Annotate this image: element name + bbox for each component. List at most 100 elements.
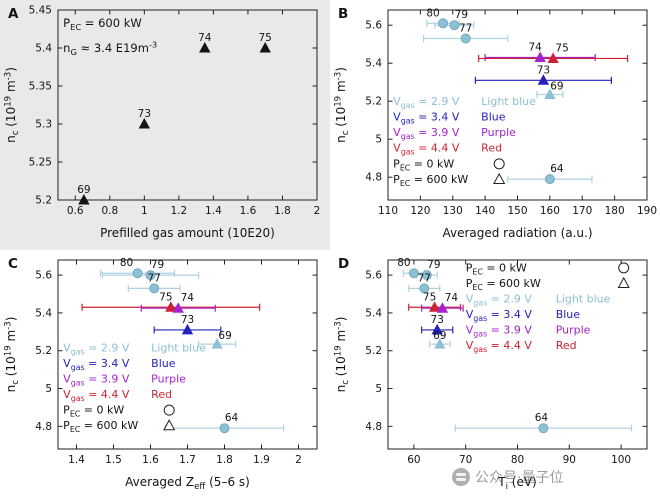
point-69: 69	[544, 81, 564, 100]
svg-text:5.2: 5.2	[35, 345, 52, 357]
svg-text:PEC = 600 kW: PEC = 600 kW	[63, 419, 138, 434]
svg-text:5.25: 5.25	[29, 157, 52, 169]
svg-text:PEC = 0 kW: PEC = 0 kW	[63, 404, 124, 419]
svg-text:74: 74	[181, 292, 195, 304]
svg-text:Purple: Purple	[556, 323, 591, 336]
svg-text:1.5: 1.5	[105, 454, 122, 466]
svg-text:69: 69	[218, 330, 231, 342]
panel-C: 1.4 1.5 1.6 1.7 1.8 1.9 2 4.8 5 5.2 5.4 5.6 80 79 77 75…	[0, 250, 330, 499]
svg-text:Light blue: Light blue	[556, 292, 611, 305]
svg-text:80: 80	[426, 7, 439, 19]
svg-text:69: 69	[77, 184, 90, 196]
legend-entry: Vgas = 2.9 V Light blue	[393, 95, 536, 110]
svg-text:Purple: Purple	[151, 373, 186, 386]
svg-text:nc (1019 m-3): nc (1019 m-3)	[333, 67, 351, 143]
svg-text:0.8: 0.8	[101, 205, 118, 217]
svg-text:2: 2	[295, 454, 302, 466]
point-73: 73	[431, 314, 444, 335]
svg-text:5.4: 5.4	[35, 307, 52, 319]
point-77: 77	[459, 23, 472, 44]
point-73: 73	[537, 64, 550, 85]
svg-text:130: 130	[443, 205, 463, 217]
point-79: 79	[421, 259, 441, 281]
point-73: 73	[181, 314, 194, 335]
svg-text:nG ≈ 3.4 E19m-3: nG ≈ 3.4 E19m-3	[63, 39, 157, 57]
svg-text:5.6: 5.6	[365, 20, 382, 32]
svg-text:74: 74	[198, 32, 212, 44]
svg-text:D: D	[338, 256, 349, 272]
svg-text:Prefilled gas amount (10E20): Prefilled gas amount (10E20)	[100, 226, 275, 240]
svg-text:170: 170	[572, 205, 592, 217]
svg-text:90: 90	[563, 454, 576, 466]
point-77: 77	[148, 272, 161, 294]
svg-text:5.6: 5.6	[365, 270, 382, 282]
svg-text:2: 2	[314, 205, 321, 217]
svg-text:5.2: 5.2	[365, 96, 382, 108]
svg-text:75: 75	[423, 291, 436, 303]
svg-text:110: 110	[378, 205, 398, 217]
point-74: 74	[528, 42, 546, 62]
svg-text:5: 5	[375, 134, 382, 146]
svg-text:Red: Red	[556, 339, 577, 352]
point-69: 69	[77, 184, 91, 205]
svg-text:80: 80	[397, 257, 410, 269]
svg-text:120: 120	[410, 205, 430, 217]
svg-text:1.7: 1.7	[179, 454, 196, 466]
legend-entry: PEC = 600 kW	[466, 276, 630, 292]
svg-text:75: 75	[555, 42, 568, 54]
svg-text:77: 77	[459, 23, 472, 35]
point-80: 80	[426, 7, 449, 29]
legend-entry: Vgas = 4.4 V Red	[63, 388, 172, 403]
svg-text:nc (1019 m-3): nc (1019 m-3)	[333, 317, 351, 393]
svg-text:B: B	[338, 6, 348, 22]
legend-entry: PEC = 0 kW	[63, 404, 175, 419]
svg-text:PEC = 0 kW: PEC = 0 kW	[466, 261, 527, 276]
svg-text:Vgas = 3.9 V: Vgas = 3.9 V	[63, 373, 130, 388]
legend-entry: PEC = 0 kW	[393, 157, 505, 172]
point-75: 75	[547, 42, 569, 63]
svg-text:nc (1019 m-3): nc (1019 m-3)	[3, 317, 21, 393]
point-74: 74	[198, 32, 212, 53]
svg-text:Vgas = 3.4 V: Vgas = 3.4 V	[63, 357, 130, 372]
point-69: 69	[211, 330, 232, 349]
legend-entry: Vgas = 3.9 V Purple	[393, 126, 516, 141]
svg-text:PEC = 600 kW: PEC = 600 kW	[63, 16, 142, 32]
legend-entry: Vgas = 3.9 V Purple	[466, 323, 591, 338]
svg-text:Vgas = 2.9 V: Vgas = 2.9 V	[393, 95, 460, 110]
svg-text:69: 69	[433, 330, 446, 342]
legend-entry: PEC = 600 kW	[63, 419, 176, 434]
legend-entry: Vgas = 3.4 V Blue	[466, 308, 581, 323]
panel-A-chart: 0.6 0.8 1 1.2 1.4 1.6 1.8 2 5.2 5.25 5.3 5.35 5.4 5.4…	[0, 0, 330, 250]
svg-text:Blue: Blue	[151, 357, 176, 370]
legend-entry: Vgas = 4.4 V Red	[393, 142, 502, 157]
point-75: 75	[423, 291, 441, 312]
legend-entry: Vgas = 3.4 V Blue	[393, 111, 506, 126]
svg-text:1.6: 1.6	[142, 454, 159, 466]
point-64: 64	[535, 412, 549, 434]
point-75: 75	[259, 32, 272, 53]
svg-text:0.6: 0.6	[67, 205, 84, 217]
svg-text:69: 69	[550, 81, 563, 93]
point-80: 80	[120, 257, 143, 279]
svg-text:Red: Red	[151, 388, 172, 401]
point-79: 79	[449, 9, 468, 31]
panel-B-chart: 110 120 130 140 150 160 170 180 190 4.8 5 5.2 5.4 5.6…	[330, 0, 660, 250]
svg-text:Averaged radiation (a.u.): Averaged radiation (a.u.)	[442, 226, 592, 240]
svg-text:79: 79	[455, 9, 468, 21]
svg-text:5.2: 5.2	[365, 345, 382, 357]
svg-text:4.8: 4.8	[365, 172, 382, 184]
svg-text:nc (1019 m-3): nc (1019 m-3)	[3, 67, 21, 143]
svg-text:64: 64	[225, 412, 239, 424]
svg-text:1.8: 1.8	[274, 205, 291, 217]
svg-text:5.6: 5.6	[35, 270, 52, 282]
svg-text:60: 60	[407, 454, 420, 466]
panel-A: 0.6 0.8 1 1.2 1.4 1.6 1.8 2 5.2 5.25 5.3 5.35 5.4 5.4…	[0, 0, 330, 250]
svg-text:5.45: 5.45	[29, 5, 52, 17]
point-73: 73	[138, 108, 151, 129]
